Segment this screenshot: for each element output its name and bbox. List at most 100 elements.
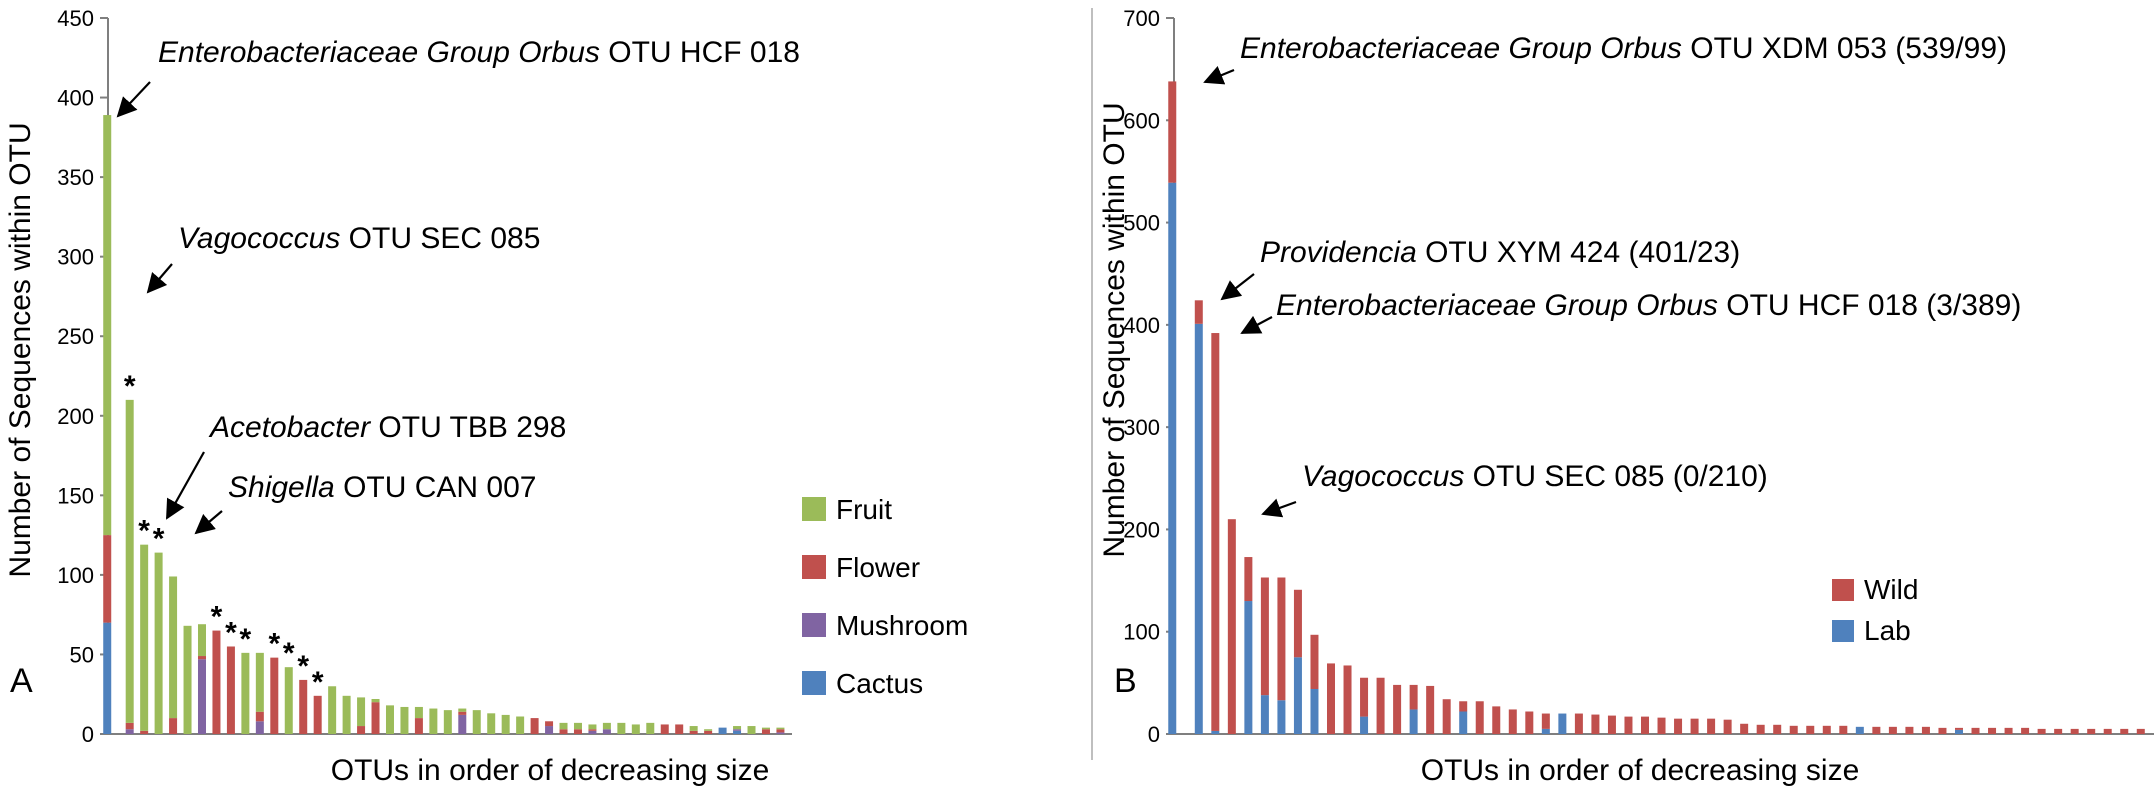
bar-wild xyxy=(1426,685,1435,734)
bar-flower xyxy=(357,726,366,734)
bar-wild xyxy=(1806,725,1815,734)
annotation-text: OTU XYM 424 (401/23) xyxy=(1417,236,1740,269)
bar-wild xyxy=(1376,677,1385,734)
bar-wild xyxy=(2087,728,2096,734)
bar-fruit xyxy=(458,708,467,712)
bar-fruit xyxy=(400,706,409,734)
y-tick-label: 700 xyxy=(1123,6,1160,31)
bar-wild xyxy=(1740,723,1749,734)
bar-fruit xyxy=(631,724,640,734)
legend-item-lab: Lab xyxy=(1832,615,1911,646)
bar-flower xyxy=(255,711,264,722)
bar-wild xyxy=(1326,663,1335,734)
bar-fruit xyxy=(733,726,742,730)
bar-flower xyxy=(573,729,582,734)
y-tick-label: 350 xyxy=(57,165,94,190)
bar-wild xyxy=(1244,557,1253,602)
bar-fruit xyxy=(255,652,264,712)
bar-lab xyxy=(1360,716,1369,734)
y-tick-label: 400 xyxy=(57,86,94,111)
bar-fruit xyxy=(646,722,655,734)
bar-wild xyxy=(1921,726,1930,734)
bars xyxy=(1168,81,2145,734)
bar-fruit xyxy=(414,706,423,719)
bar-wild xyxy=(2054,728,2063,734)
bar-flower xyxy=(545,721,554,727)
legend-label: Flower xyxy=(836,552,920,583)
significance-asterisk: * xyxy=(138,515,150,548)
annotation-arrow xyxy=(1240,315,1273,334)
bar-lab xyxy=(1409,709,1418,734)
bar-lab xyxy=(1541,728,1550,734)
bar-wild xyxy=(1343,665,1352,734)
bar-wild xyxy=(1674,718,1683,734)
bar-fruit xyxy=(443,710,452,734)
legend: Wild Lab xyxy=(1832,574,1918,646)
bar-fruit xyxy=(617,722,626,734)
bar-fruit xyxy=(776,727,785,730)
significance-asterisk: * xyxy=(283,637,295,670)
legend-swatch xyxy=(1832,579,1854,601)
significance-asterisk: * xyxy=(211,601,223,634)
bar-wild xyxy=(2021,727,2030,734)
bar-fruit xyxy=(154,552,163,734)
bar-wild xyxy=(1723,719,1732,734)
y-tick-label: 300 xyxy=(57,245,94,270)
bar-flower xyxy=(140,730,149,734)
panel-label: A xyxy=(10,662,33,700)
significance-asterisk: * xyxy=(225,616,237,649)
bar-flower xyxy=(559,729,568,734)
bar-wild xyxy=(1657,717,1666,734)
bar-wild xyxy=(1707,718,1716,734)
bar-wild xyxy=(1277,577,1286,701)
bar-cactus xyxy=(103,622,112,734)
annotation-arrow xyxy=(1261,498,1297,518)
bar-wild xyxy=(1459,701,1468,712)
annotation-text: Vagococcus xyxy=(1302,460,1464,493)
annotation-text: Enterobacteriaceae Group Orbus xyxy=(158,36,600,69)
annotation-text: OTU XDM 053 (539/99) xyxy=(1682,32,2007,65)
bar-wild xyxy=(1168,81,1177,183)
bar-fruit xyxy=(357,697,366,727)
y-tick-label: 50 xyxy=(70,642,94,667)
bar-flower xyxy=(458,711,467,715)
bar-fruit xyxy=(125,399,134,723)
legend-item-flower: Flower xyxy=(802,552,920,583)
bar-wild xyxy=(1640,716,1649,734)
bar-fruit xyxy=(197,624,206,657)
legend-label: Cactus xyxy=(836,668,923,699)
annotations: Enterobacteriaceae Group Orbus OTU XDM 0… xyxy=(1203,32,2021,518)
annotation-label: Enterobacteriaceae Group Orbus OTU HCF 0… xyxy=(158,36,800,69)
bar-wild xyxy=(1872,726,1881,734)
bar-fruit xyxy=(241,652,250,734)
bar-flower xyxy=(660,724,669,734)
bar-mushroom xyxy=(776,732,785,734)
bar-wild xyxy=(1971,727,1980,734)
bar-flower xyxy=(371,702,380,734)
legend-swatch xyxy=(802,497,826,521)
annotation-label: Acetobacter OTU TBB 298 xyxy=(208,411,566,444)
bar-wild xyxy=(1607,715,1616,734)
x-axis-label: OTUs in order of decreasing size xyxy=(331,754,770,787)
bar-fruit xyxy=(516,716,525,734)
annotation-text: Enterobacteriaceae Group Orbus xyxy=(1240,32,1682,65)
bar-mushroom xyxy=(545,726,554,734)
annotation-arrow xyxy=(1203,66,1235,85)
legend-label: Lab xyxy=(1864,615,1911,646)
annotation-arrow xyxy=(194,510,223,535)
bar-fruit xyxy=(704,729,713,731)
bar-fruit xyxy=(371,698,380,703)
bar-lab xyxy=(1194,323,1203,734)
bar-mushroom xyxy=(733,729,742,731)
bar-wild xyxy=(1475,701,1484,734)
annotation-text: OTU HCF 018 xyxy=(600,36,800,69)
bar-cactus xyxy=(733,730,742,734)
bar-flower xyxy=(169,718,178,734)
bar-fruit xyxy=(342,695,351,734)
annotation-arrow xyxy=(166,451,205,520)
legend-item-mushroom: Mushroom xyxy=(802,610,968,641)
bar-fruit xyxy=(747,726,756,734)
bar-wild xyxy=(1293,589,1302,658)
bar-wild xyxy=(2004,727,2013,734)
bar-wild xyxy=(1194,300,1203,324)
